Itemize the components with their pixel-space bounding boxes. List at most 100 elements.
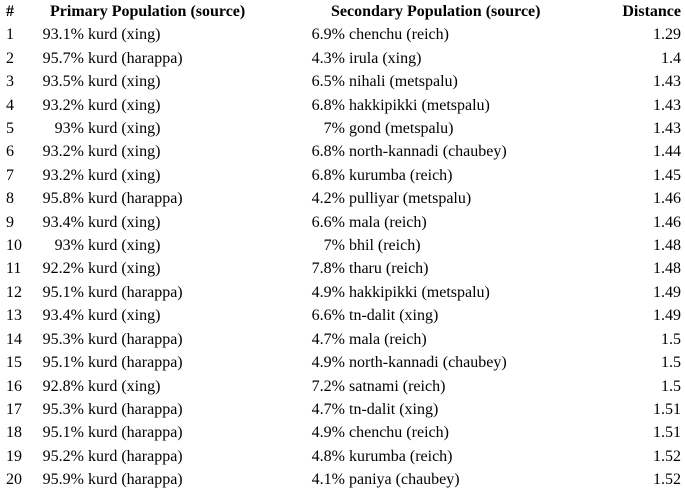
table-row: 20 95.9% kurd (harappa) 4.1% paniya (chaub… — [0, 468, 685, 491]
row-number: 13 — [6, 307, 22, 325]
secondary-percentage: 4.9% — [311, 283, 345, 301]
secondary-percentage: 4.7% — [311, 330, 345, 348]
row-number: 9 — [6, 213, 14, 231]
row-number: 17 — [6, 400, 22, 418]
primary-population-name: kurd (xing) — [88, 166, 161, 184]
secondary-population-name: tn-dalit (xing) — [349, 400, 439, 418]
primary-percentage: 95.3% — [42, 330, 84, 348]
secondary-population-cell: 6.6% tn-dalit (xing) — [300, 304, 596, 327]
primary-population-cell: 93.2% kurd (xing) — [40, 140, 300, 163]
row-number: 14 — [6, 330, 22, 348]
row-number: 15 — [6, 354, 22, 372]
table-row: 15 95.1% kurd (harappa) 4.9% north-kannadi… — [0, 351, 685, 374]
secondary-population-cell: 4.9% hakkipikki (metspalu) — [300, 281, 596, 304]
row-number: 12 — [6, 283, 22, 301]
row-number: 20 — [6, 471, 22, 489]
secondary-population-name: mala (reich) — [349, 330, 427, 348]
secondary-percentage: 6.9% — [311, 26, 345, 44]
primary-population-cell: 95.1% kurd (harappa) — [40, 281, 300, 304]
table-row: 2 95.7% kurd (harappa) 4.3% irula (xing) 1… — [0, 47, 685, 70]
secondary-population-cell: 4.7% tn-dalit (xing) — [300, 398, 596, 421]
table-row: 16 92.8% kurd (xing) 7.2% satnami (reich) … — [0, 375, 685, 398]
primary-population-name: kurd (harappa) — [88, 354, 183, 372]
row-number: 10 — [6, 237, 22, 255]
table-row: 9 93.4% kurd (xing) 6.6% mala (reich) 1.46 — [0, 211, 685, 234]
primary-percentage: 95.9% — [42, 471, 84, 489]
primary-population-cell: 92.8% kurd (xing) — [40, 375, 300, 398]
primary-population-name: kurd (xing) — [88, 237, 161, 255]
primary-percentage: 93% — [54, 237, 84, 255]
secondary-percentage: 6.8% — [311, 96, 345, 114]
secondary-population-cell: 4.3% irula (xing) — [300, 47, 596, 70]
distance-value: 1.29 — [653, 26, 681, 44]
secondary-percentage: 7% — [323, 120, 345, 138]
row-number: 6 — [6, 143, 14, 161]
secondary-percentage: 4.3% — [311, 49, 345, 67]
table-row: 18 95.1% kurd (harappa) 4.9% chenchu (reic… — [0, 421, 685, 444]
distance-value: 1.44 — [653, 143, 681, 161]
primary-population-name: kurd (xing) — [88, 377, 161, 395]
distance-value: 1.48 — [653, 237, 681, 255]
secondary-population-name: north-kannadi (chaubey) — [349, 354, 507, 372]
column-header-distance: Distance — [622, 3, 681, 20]
table-row: 12 95.1% kurd (harappa) 4.9% hakkipikki (m… — [0, 281, 685, 304]
primary-population-name: kurd (xing) — [88, 73, 161, 91]
row-number: 8 — [6, 190, 14, 208]
distance-value: 1.43 — [653, 73, 681, 91]
primary-percentage: 93.2% — [42, 96, 84, 114]
table-header-row: # Primary Population (source) Secondary … — [0, 0, 685, 23]
row-number: 2 — [6, 49, 14, 67]
primary-population-cell: 93.4% kurd (xing) — [40, 211, 300, 234]
secondary-population-cell: 4.9% north-kannadi (chaubey) — [300, 351, 596, 374]
secondary-percentage: 7% — [323, 237, 345, 255]
primary-population-cell: 93.5% kurd (xing) — [40, 70, 300, 93]
secondary-population-cell: 4.9% chenchu (reich) — [300, 421, 596, 444]
row-number: 11 — [6, 260, 22, 278]
table-row: 4 93.2% kurd (xing) 6.8% hakkipikki (metsp… — [0, 94, 685, 117]
secondary-population-name: nihali (metspalu) — [349, 73, 458, 91]
secondary-population-cell: 7.8% tharu (reich) — [300, 257, 596, 280]
secondary-percentage: 4.9% — [311, 354, 345, 372]
primary-percentage: 95.1% — [42, 424, 84, 442]
distance-value: 1.49 — [653, 307, 681, 325]
secondary-population-name: pulliyar (metspalu) — [349, 190, 472, 208]
secondary-population-cell: 6.6% mala (reich) — [300, 211, 596, 234]
secondary-population-name: tn-dalit (xing) — [349, 307, 439, 325]
distance-value: 1.5 — [661, 377, 681, 395]
primary-population-cell: 93.2% kurd (xing) — [40, 164, 300, 187]
primary-percentage: 93.4% — [42, 213, 84, 231]
primary-population-cell: 93.4% kurd (xing) — [40, 304, 300, 327]
primary-percentage: 93% — [54, 120, 84, 138]
secondary-population-name: paniya (chaubey) — [349, 471, 460, 489]
secondary-population-cell: 7.2% satnami (reich) — [300, 375, 596, 398]
primary-percentage: 93.1% — [42, 26, 84, 44]
secondary-population-name: mala (reich) — [349, 213, 427, 231]
secondary-population-name: hakkipikki (metspalu) — [349, 283, 490, 301]
secondary-percentage: 6.5% — [311, 73, 345, 91]
primary-percentage: 95.1% — [42, 283, 84, 301]
primary-population-cell: 95.9% kurd (harappa) — [40, 468, 300, 491]
primary-percentage: 95.1% — [42, 354, 84, 372]
primary-percentage: 95.8% — [42, 190, 84, 208]
table-row: 5 93% kurd (xing) 7% gond (metspalu) 1.43 — [0, 117, 685, 140]
primary-population-cell: 95.3% kurd (harappa) — [40, 398, 300, 421]
primary-population-name: kurd (xing) — [88, 213, 161, 231]
secondary-percentage: 4.9% — [311, 424, 345, 442]
secondary-percentage: 4.2% — [311, 190, 345, 208]
secondary-population-cell: 4.1% paniya (chaubey) — [300, 468, 596, 491]
distance-value: 1.43 — [653, 96, 681, 114]
secondary-percentage: 4.7% — [311, 400, 345, 418]
column-header-primary-population: Primary Population (source) — [50, 3, 246, 20]
secondary-population-name: gond (metspalu) — [349, 120, 454, 138]
primary-percentage: 93.4% — [42, 307, 84, 325]
secondary-population-cell: 7% gond (metspalu) — [300, 117, 596, 140]
secondary-population-name: north-kannadi (chaubey) — [349, 143, 507, 161]
secondary-population-name: chenchu (reich) — [349, 424, 449, 442]
primary-population-cell: 95.7% kurd (harappa) — [40, 47, 300, 70]
primary-population-name: kurd (harappa) — [88, 330, 183, 348]
primary-population-name: kurd (harappa) — [88, 447, 183, 465]
secondary-population-cell: 7% bhil (reich) — [300, 234, 596, 257]
primary-population-name: kurd (xing) — [88, 26, 161, 44]
primary-percentage: 95.2% — [42, 447, 84, 465]
primary-population-cell: 95.1% kurd (harappa) — [40, 421, 300, 444]
